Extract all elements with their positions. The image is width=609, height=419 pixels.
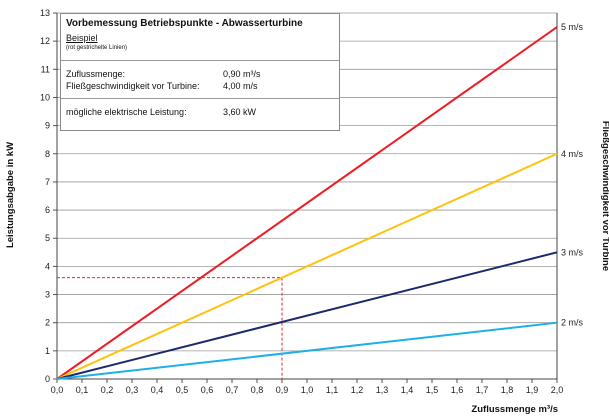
x-tick-label: 1,4 — [401, 385, 414, 395]
y-tick-label: 0 — [45, 374, 50, 384]
x-tick-label: 0,6 — [201, 385, 214, 395]
info-box-divider — [61, 98, 339, 99]
x-axis-title: Zuflussmenge m³/s — [471, 404, 558, 415]
x-tick-label: 0,8 — [251, 385, 264, 395]
y-tick-label: 1 — [45, 346, 50, 356]
x-tick-label: 1,5 — [426, 385, 439, 395]
y-tick-label: 11 — [41, 64, 50, 74]
info-label-power: mögliche elektrische Leistung: — [66, 107, 187, 117]
x-tick-label: 0,2 — [101, 385, 114, 395]
info-label-flow: Zuflussmenge: — [66, 69, 126, 79]
info-box-note: (rot gestrichelte Linien) — [66, 45, 128, 51]
info-box: Vorbemessung Betriebspunkte - Abwassertu… — [60, 13, 340, 131]
x-tick-label: 0,9 — [276, 385, 289, 395]
x-tick-label: 1,7 — [476, 385, 489, 395]
y-tick-label: 10 — [40, 92, 50, 102]
x-tick-label: 2,0 — [551, 385, 564, 395]
y-tick-label: 7 — [45, 177, 50, 187]
info-row-power: mögliche elektrische Leistung: 3,60 kW — [66, 107, 256, 117]
x-tick-label: 1,8 — [501, 385, 514, 395]
x-tick-label: 1,0 — [301, 385, 314, 395]
y-tick-label: 8 — [45, 149, 50, 159]
example-guide-lines — [57, 277, 283, 379]
info-label-velocity: Fließgeschwindigkeit vor Turbine: — [66, 81, 200, 91]
x-tick-label: 0,1 — [76, 385, 89, 395]
y-tick-label: 2 — [45, 318, 50, 328]
info-value-velocity: 4,00 m/s — [223, 81, 258, 91]
x-tick-label: 0,5 — [176, 385, 189, 395]
series-line-4-m-s — [56, 152, 558, 380]
y-axis-title: Leistungsabgabe in kW — [5, 142, 16, 248]
info-row-velocity: Fließgeschwindigkeit vor Turbine: 4,00 m/… — [66, 81, 258, 91]
y-tick-label: 4 — [45, 261, 50, 271]
series-line-5-m-s — [56, 26, 558, 380]
y-tick-label: 3 — [45, 290, 50, 300]
info-row-flow: Zuflussmenge: 0,90 m³/s — [66, 69, 261, 79]
info-box-divider — [61, 60, 339, 61]
y2-axis-title: Fließgeschwindigkeit vor Turbine — [600, 121, 609, 271]
x-tick-label: 1,3 — [376, 385, 389, 395]
y-tick-label: 5 — [45, 233, 50, 243]
series-line-2-m-s — [56, 321, 558, 380]
x-tick-label: 0,7 — [226, 385, 239, 395]
info-value-power: 3,60 kW — [223, 107, 257, 117]
series-line-3-m-s — [56, 251, 558, 380]
x-tick-label: 0,3 — [126, 385, 139, 395]
x-tick-label: 1,2 — [351, 385, 364, 395]
y-tick-label: 12 — [40, 36, 50, 46]
series-label-2-m-s: 2 m/s — [561, 318, 584, 328]
axes — [53, 12, 558, 383]
x-tick-label: 0,0 — [51, 385, 64, 395]
series-label-4-m-s: 4 m/s — [561, 149, 584, 159]
x-tick-label: 0,4 — [151, 385, 164, 395]
info-box-title: Vorbemessung Betriebspunkte - Abwassertu… — [66, 18, 303, 29]
x-tick-label: 1,6 — [451, 385, 464, 395]
y-tick-label: 6 — [45, 205, 50, 215]
x-tick-label: 1,9 — [526, 385, 539, 395]
info-value-flow: 0,90 m³/s — [223, 69, 261, 79]
y-tick-label: 13 — [40, 8, 50, 18]
series-label-5-m-s: 5 m/s — [561, 22, 584, 32]
series-lines — [56, 26, 558, 380]
series-label-3-m-s: 3 m/s — [561, 247, 584, 257]
y-tick-label: 9 — [45, 121, 50, 131]
x-tick-label: 1,1 — [326, 385, 339, 395]
info-box-subtitle: Beispiel — [66, 33, 98, 43]
